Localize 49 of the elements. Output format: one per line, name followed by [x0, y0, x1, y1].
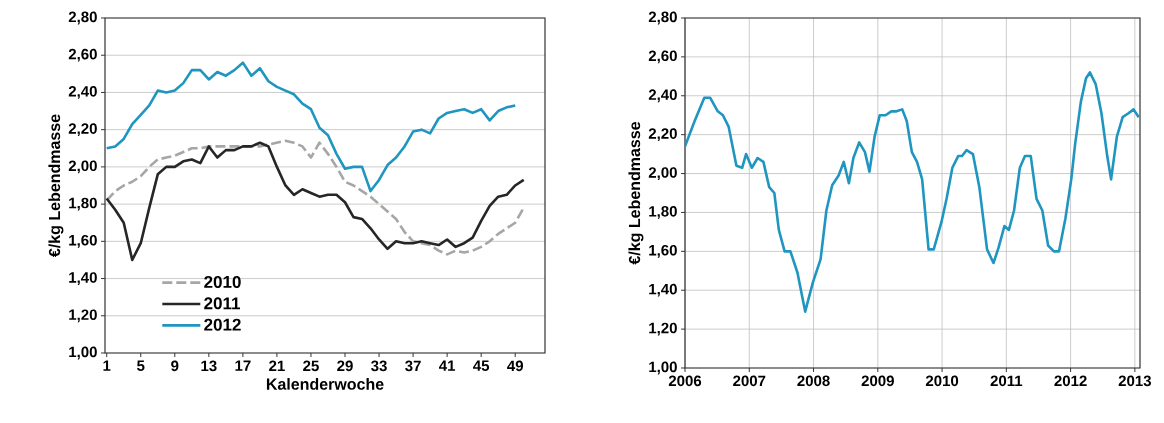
y-tick-label: 2,60	[68, 48, 97, 62]
x-tick-label: 17	[235, 360, 251, 371]
y-tick-label: 2,60	[648, 50, 677, 64]
y-axis-title: €/kg Lebendmasse	[628, 121, 644, 265]
x-axis-title: Kalenderwoche	[266, 378, 384, 390]
y-tick-label: 2,00	[68, 160, 97, 174]
x-tick-label: 2010	[925, 375, 959, 387]
y-tick-label: 1,60	[649, 244, 677, 258]
x-tick-label: 49	[507, 360, 523, 372]
x-tick-label: 2012	[1054, 375, 1087, 387]
y-axis-title: €/kg Lebendmasse	[48, 114, 64, 258]
x-tick-label: 25	[303, 360, 319, 372]
y-tick-label: 2,00	[648, 167, 677, 180]
x-tick-label: 2009	[861, 375, 894, 387]
line-series	[685, 71, 1141, 313]
y-tick-label: 2,80	[648, 11, 677, 25]
x-tick-label: 2013	[1118, 375, 1151, 387]
y-tick-label: 1,60	[69, 234, 97, 248]
x-tick-label: 1	[103, 360, 111, 371]
y-tick-label: 2,20	[648, 128, 677, 142]
y-tick-label: 2,20	[68, 123, 97, 137]
y-tick-label: 1,20	[69, 309, 97, 323]
x-tick-label: 2008	[797, 375, 830, 387]
x-tick-label: 5	[137, 360, 145, 371]
x-tick-label: 45	[473, 360, 490, 371]
x-tick-label: 2007	[733, 375, 766, 387]
y-tick-label: 1,00	[69, 346, 97, 360]
y-tick-label: 1,80	[649, 206, 677, 219]
y-tick-label: 1,20	[649, 322, 677, 336]
y-tick-label: 1,80	[69, 197, 97, 211]
legend-label: 2010	[204, 275, 241, 288]
legend-label: 2011	[204, 297, 241, 310]
y-tick-label: 2,80	[68, 11, 97, 25]
line-series	[105, 61, 517, 193]
x-tick-label: 2006	[668, 375, 702, 387]
x-tick-label: 41	[439, 360, 456, 371]
x-tick-label: 9	[171, 360, 179, 372]
x-tick-label: 33	[371, 360, 387, 372]
legend-label: 2012	[204, 318, 241, 331]
y-tick-label: 1,40	[649, 283, 677, 297]
x-tick-label: 21	[269, 360, 285, 372]
y-tick-label: 1,00	[649, 361, 677, 375]
x-tick-label: 37	[405, 360, 421, 372]
x-tick-label: 13	[201, 360, 217, 372]
x-tick-label: 29	[337, 360, 353, 372]
x-tick-label: 2011	[990, 375, 1023, 387]
y-tick-label: 1,40	[69, 272, 97, 285]
y-tick-label: 2,40	[648, 89, 677, 103]
y-tick-label: 2,40	[68, 86, 97, 99]
